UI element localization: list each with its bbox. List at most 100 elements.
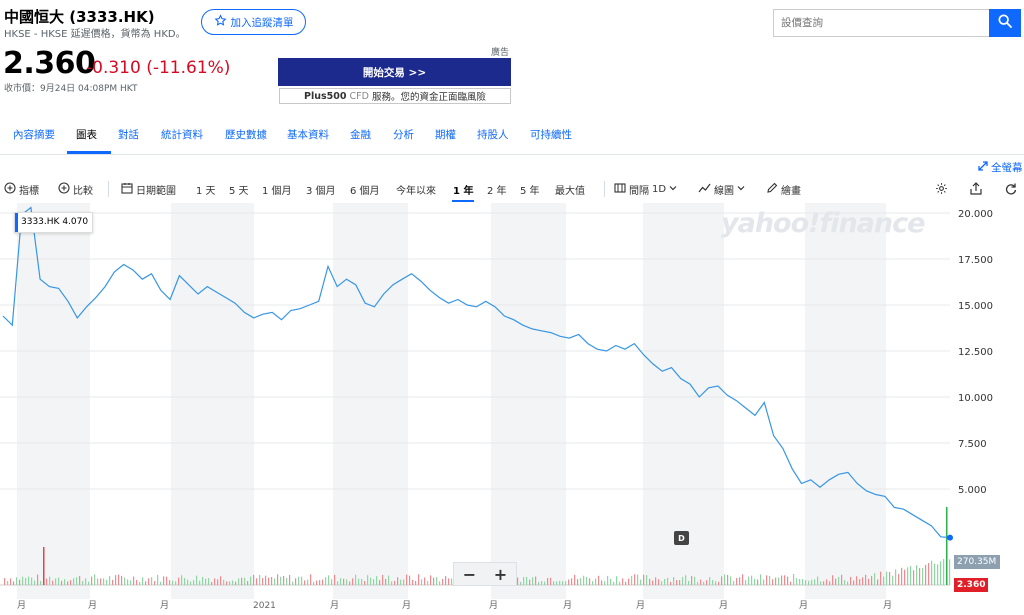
volume-bar [853, 580, 855, 585]
volume-bar [184, 578, 186, 585]
volume-bar [13, 581, 15, 585]
volume-bar [112, 579, 114, 585]
x-tick-label: 月 [402, 600, 411, 611]
dividend-marker[interactable]: D [674, 531, 689, 545]
range-max[interactable]: 最大值 [555, 186, 585, 197]
volume-bar [649, 578, 651, 585]
volume-bar [295, 578, 297, 585]
chart-toolbar: 指標 比較 日期範圍 1 天 5 天 1 個月 3 個月 6 個月 今年以來 1… [0, 178, 1024, 202]
range-2y[interactable]: 2 年 [487, 186, 507, 197]
volume-bar [37, 574, 39, 585]
volume-bar [175, 581, 177, 585]
expand-icon [978, 161, 988, 174]
zoom-out-button[interactable]: − [462, 564, 477, 584]
volume-bar [868, 578, 870, 585]
date-range-button[interactable]: 日期範圍 [121, 182, 176, 197]
reset-button[interactable] [1005, 182, 1017, 198]
tab-chart[interactable]: 圖表 [76, 129, 97, 141]
tab-summary[interactable]: 內容摘要 [13, 129, 55, 141]
tab-conversations[interactable]: 對話 [118, 129, 139, 141]
volume-bar [265, 575, 267, 585]
y-tick-label: 15.000 [958, 301, 993, 312]
month-band [17, 203, 90, 599]
volume-bar [316, 580, 318, 585]
tab-holders[interactable]: 持股人 [477, 129, 509, 141]
volume-bar [550, 577, 552, 585]
volume-bar [343, 578, 345, 585]
gear-icon [935, 182, 948, 198]
volume-bar [181, 575, 183, 585]
volume-bar [64, 579, 66, 585]
volume-bar [409, 575, 411, 585]
draw-button[interactable]: 繪畫 [766, 182, 801, 197]
start-trading-button[interactable]: 開始交易 >> [278, 58, 511, 86]
volume-bar [718, 581, 720, 585]
range-5d[interactable]: 5 天 [229, 186, 249, 197]
volume-bar [40, 581, 42, 585]
ad-disclaimer[interactable]: Plus500 CFD 服務。您的資金正面臨風險 [279, 88, 511, 104]
settings-button[interactable] [935, 182, 948, 198]
volume-bar [55, 578, 57, 585]
volume-bar [403, 579, 405, 585]
chart-svg: 20.000 17.500 15.000 12.500 10.000 7.500 5.000… [0, 203, 993, 611]
indicators-button[interactable]: 指標 [4, 182, 39, 197]
interval-dropdown[interactable]: 間隔 1D [614, 182, 677, 197]
volume-bar [949, 559, 951, 585]
volume-bar [850, 576, 852, 585]
range-1m[interactable]: 1 個月 [262, 186, 292, 197]
line-label: 線圖 [714, 186, 734, 197]
range-6m[interactable]: 6 個月 [350, 186, 380, 197]
volume-bar [157, 574, 159, 585]
volume-bar [622, 578, 624, 585]
tab-sustainability[interactable]: 可持續性 [530, 129, 572, 141]
volume-bar [757, 579, 759, 585]
volume-bar [196, 575, 198, 585]
compare-button[interactable]: 比較 [58, 182, 93, 197]
tab-financials[interactable]: 金融 [350, 129, 371, 141]
volume-bar [427, 581, 429, 585]
tab-profile[interactable]: 基本資料 [287, 129, 329, 141]
search-input[interactable] [773, 9, 989, 37]
volume-bar [706, 580, 708, 585]
volume-bar [667, 577, 669, 585]
volume-bar [151, 577, 153, 585]
range-3m[interactable]: 3 個月 [306, 186, 336, 197]
add-to-watchlist-button[interactable]: 加入追蹤清單 [201, 9, 306, 35]
chart-type-dropdown[interactable]: 線圖 [698, 182, 745, 197]
volume-bar [379, 580, 381, 585]
x-tick-label: 月 [636, 600, 645, 611]
volume-bar [592, 581, 594, 585]
volume-bar [625, 581, 627, 585]
search-button[interactable] [989, 9, 1021, 37]
range-5y[interactable]: 5 年 [520, 186, 540, 197]
volume-bar [889, 571, 891, 585]
volume-bar [763, 579, 765, 585]
range-ytd[interactable]: 今年以來 [396, 186, 436, 197]
volume-bar [94, 574, 96, 585]
volume-bar [847, 581, 849, 585]
range-1d[interactable]: 1 天 [196, 186, 216, 197]
volume-bar [406, 574, 408, 585]
fullscreen-button[interactable]: 全螢幕 [978, 160, 1023, 175]
tab-statistics[interactable]: 統計資料 [161, 129, 203, 141]
volume-bar [901, 567, 903, 585]
volume-bar [931, 560, 933, 585]
range-1y[interactable]: 1 年 [453, 186, 474, 197]
share-button[interactable] [970, 182, 982, 198]
volume-bar [346, 579, 348, 585]
volume-bar [832, 575, 834, 585]
zoom-in-button[interactable]: + [493, 564, 508, 584]
volume-bar [25, 578, 27, 585]
last-price-point [947, 534, 953, 541]
volume-bar [925, 564, 927, 585]
volume-bar [676, 580, 678, 585]
tab-options[interactable]: 期權 [435, 129, 456, 141]
tab-analysis[interactable]: 分析 [393, 129, 414, 141]
volume-bar [277, 574, 279, 585]
volume-label: 270.35M [954, 555, 1000, 569]
volume-bar [760, 574, 762, 585]
tab-historical-data[interactable]: 歷史數據 [225, 129, 267, 141]
volume-bar [616, 576, 618, 585]
volume-bar [619, 581, 621, 585]
price-chart[interactable]: 20.000 17.500 15.000 12.500 10.000 7.500 5.000… [0, 203, 1024, 615]
